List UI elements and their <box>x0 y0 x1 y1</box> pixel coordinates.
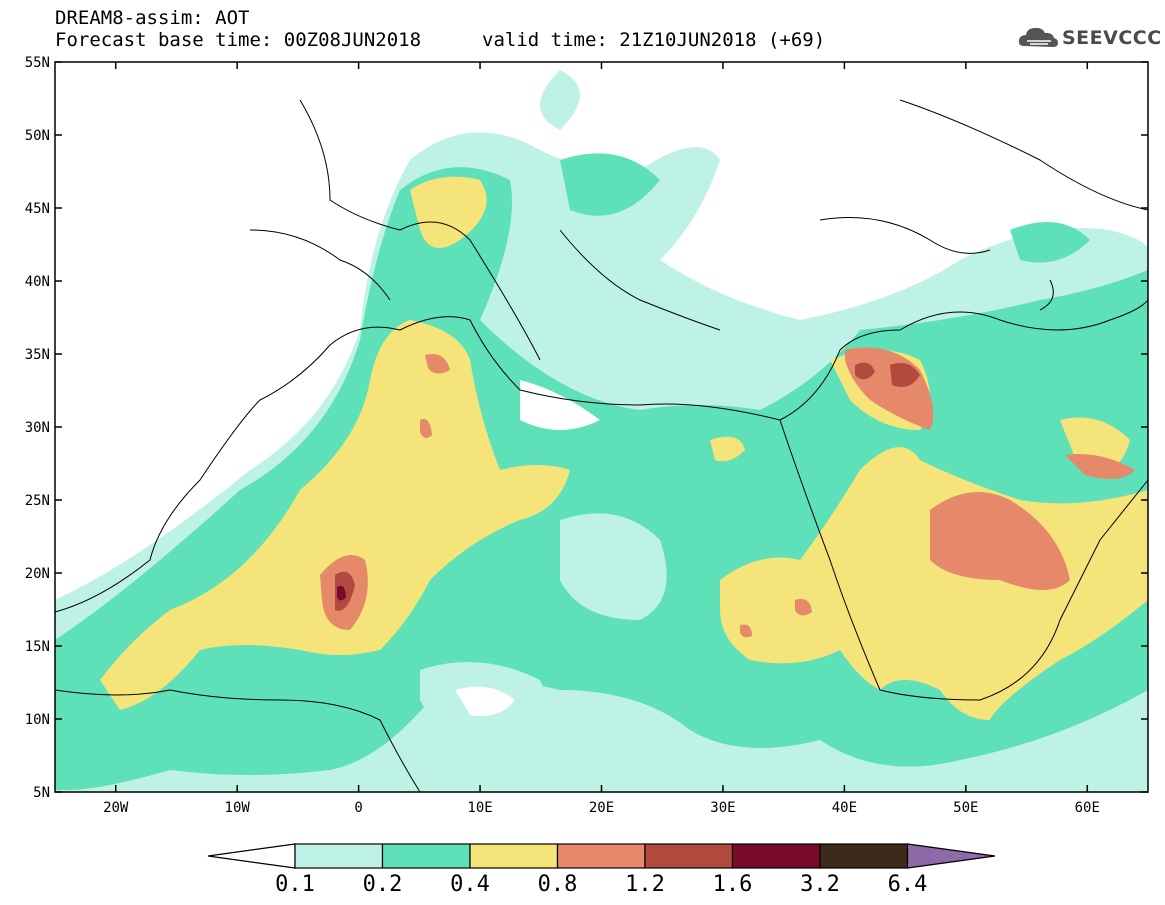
lat-tick-label: 30N <box>25 420 50 436</box>
longitude-axis: 20W 10W 0 10E 20E 30E 40E 50E 60E <box>103 62 1100 816</box>
lat-tick-label: 35N <box>25 347 50 363</box>
lon-tick-label: 0 <box>354 800 362 816</box>
colorbar-segment <box>469 843 559 869</box>
colorbar-segment <box>731 843 821 869</box>
lon-tick-label: 10W <box>225 800 251 816</box>
latitude-axis: 55N 50N 45N 40N 35N 30N 25N 20N 15N 10N 5N <box>25 55 1148 801</box>
valid-time: valid time: 21Z10JUN2018 (+69) <box>482 29 826 51</box>
cloud-icon <box>1018 27 1058 47</box>
forecast-base-time: Forecast base time: 00Z08JUN2018 <box>55 29 422 51</box>
colorbar-segment <box>381 843 471 869</box>
lat-tick-label: 40N <box>25 274 50 290</box>
colorbar-segment <box>819 843 909 869</box>
lon-tick-label: 20W <box>103 800 129 816</box>
lat-tick-label: 20N <box>25 566 50 582</box>
lat-tick-label: 50N <box>25 128 50 144</box>
colorbar-level-label: 1.2 <box>625 872 665 897</box>
lon-tick-label: 30E <box>710 800 735 816</box>
colorbar-level-label: 0.2 <box>363 872 403 897</box>
colorbar-level-label: 0.1 <box>275 872 315 897</box>
aot-contours <box>55 70 1148 792</box>
colorbar-level-label: 3.2 <box>800 872 840 897</box>
lon-tick-label: 20E <box>589 800 614 816</box>
lon-tick-label: 60E <box>1075 800 1100 816</box>
colorbar-level-label: 0.4 <box>450 872 490 897</box>
colorbar-segment <box>556 843 646 869</box>
colorbar-segment <box>294 843 384 869</box>
colorbar-low-arrow <box>207 843 296 869</box>
colorbar-level-label: 1.6 <box>713 872 753 897</box>
lat-tick-label: 55N <box>25 55 50 71</box>
lat-tick-label: 10N <box>25 712 50 728</box>
colorbar: 0.1 0.2 0.4 0.8 1.2 1.6 3.2 6.4 <box>207 843 996 897</box>
colorbar-high-arrow <box>906 843 996 869</box>
lon-tick-label: 10E <box>467 800 492 816</box>
lat-tick-label: 25N <box>25 493 50 509</box>
lon-tick-label: 50E <box>953 800 978 816</box>
colorbar-level-label: 6.4 <box>888 872 928 897</box>
lat-tick-label: 5N <box>33 785 50 801</box>
lat-tick-label: 15N <box>25 639 50 655</box>
map-title: DREAM8-assim: AOT <box>55 7 250 29</box>
lon-tick-label: 40E <box>832 800 857 816</box>
colorbar-level-label: 0.8 <box>538 872 578 897</box>
lat-tick-label: 45N <box>25 201 50 217</box>
logo-text: SEEVCCC <box>1062 27 1162 49</box>
coastlines <box>55 99 1148 792</box>
colorbar-segment <box>644 843 734 869</box>
